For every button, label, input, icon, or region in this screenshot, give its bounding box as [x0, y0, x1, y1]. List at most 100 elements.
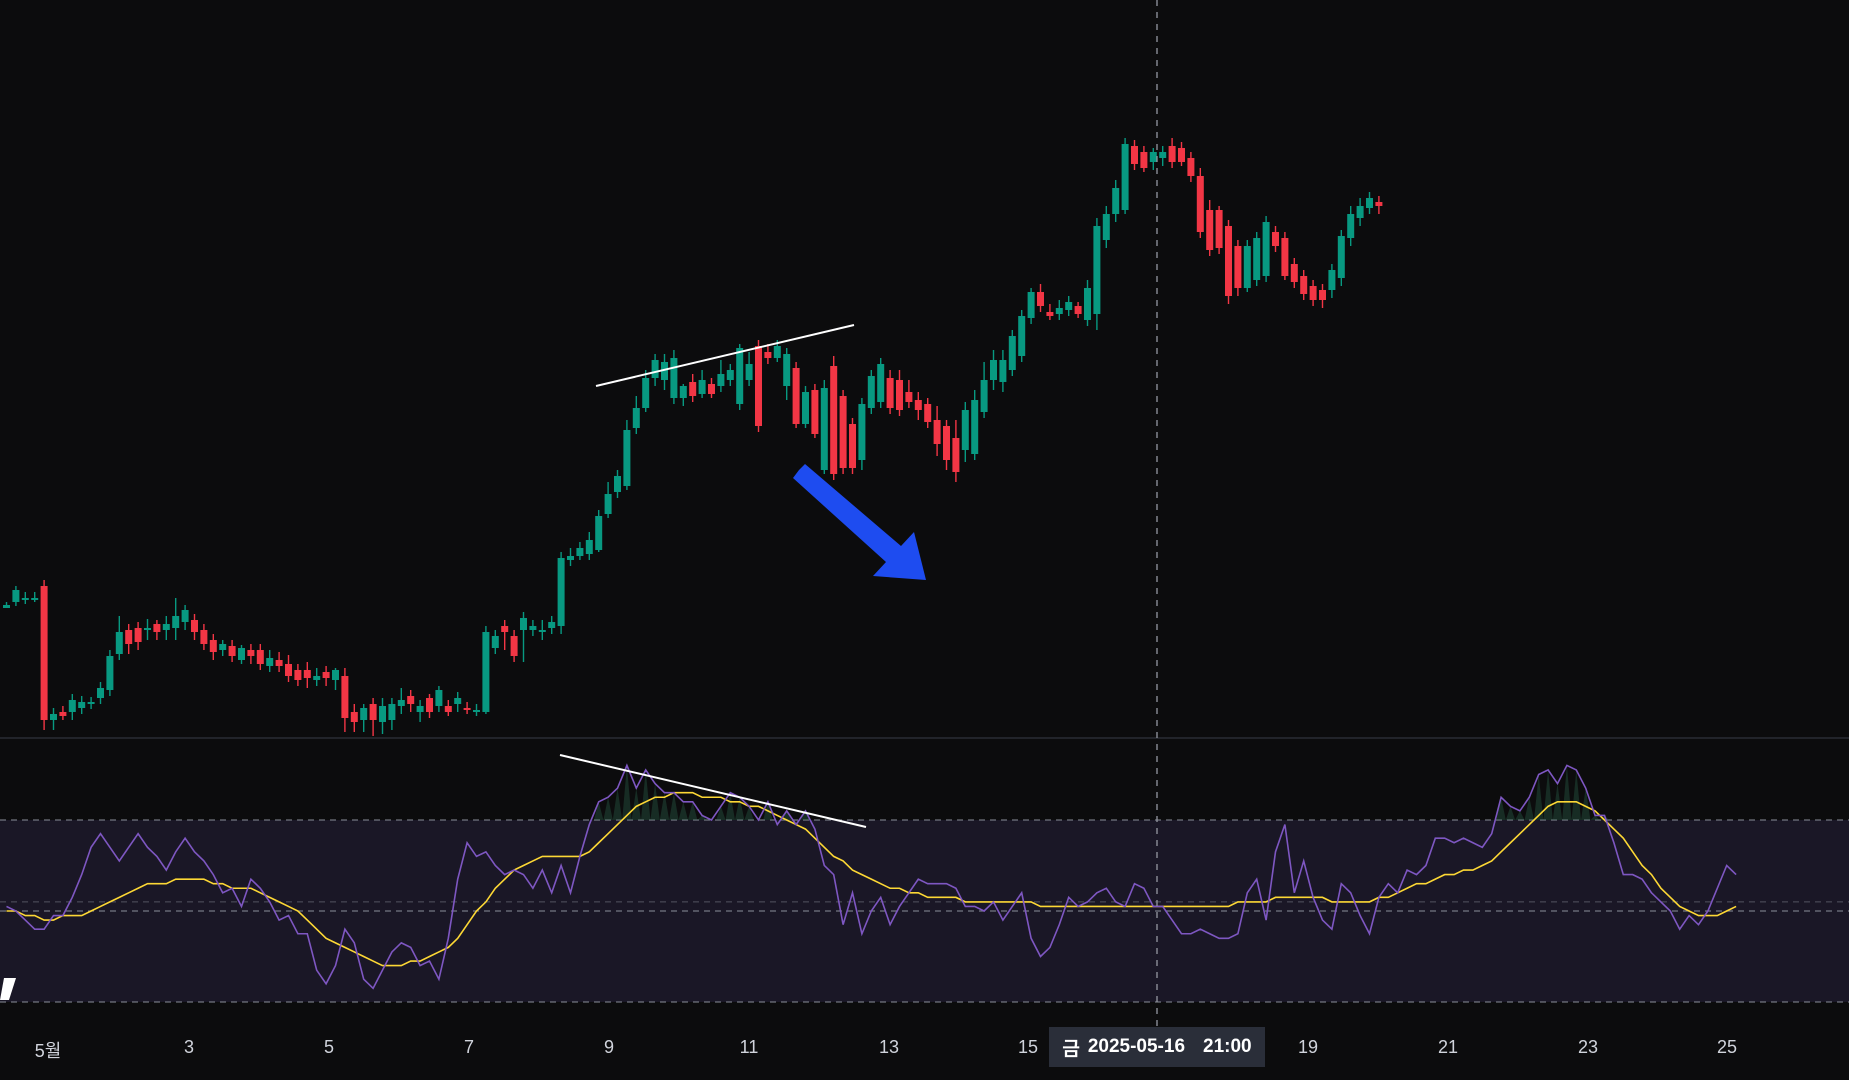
candle-body: [529, 626, 537, 630]
candle-body: [510, 636, 518, 656]
candle: [642, 370, 650, 412]
candle-body: [247, 650, 255, 656]
candle-body: [952, 438, 960, 472]
candle: [379, 698, 386, 734]
candle: [520, 612, 527, 662]
candle-body: [162, 624, 170, 630]
candle-body: [567, 556, 574, 560]
candle-body: [1131, 146, 1138, 164]
candle: [1178, 142, 1185, 166]
candle: [830, 356, 838, 480]
candle-body: [1084, 288, 1091, 320]
candle: [473, 704, 480, 716]
candle-body: [679, 386, 687, 398]
candle-body: [1178, 148, 1185, 162]
candle-body: [698, 380, 706, 394]
candle-body: [228, 646, 236, 656]
candle-body: [595, 516, 603, 550]
candle: [538, 620, 546, 640]
candle: [50, 708, 57, 730]
candle: [369, 698, 377, 736]
candle: [322, 666, 330, 686]
candle-body: [435, 690, 443, 706]
candle-body: [933, 420, 941, 444]
candle-body: [134, 628, 142, 642]
candle: [1084, 280, 1091, 326]
candle: [1225, 220, 1232, 304]
candle: [238, 645, 245, 664]
candle-body: [802, 392, 809, 424]
candle: [510, 630, 518, 662]
candle-body: [755, 346, 762, 426]
candle-body: [1168, 146, 1176, 162]
candle: [78, 696, 86, 714]
candle-body: [1196, 176, 1204, 232]
candle: [1262, 216, 1270, 282]
candle: [1337, 230, 1345, 286]
candle-body: [1093, 226, 1101, 314]
candle: [595, 510, 603, 552]
candle-body: [3, 605, 10, 608]
candle-body: [961, 410, 969, 450]
candle-body: [990, 360, 997, 380]
down-arrow-icon: [793, 464, 926, 580]
crosshair-time: 21:00: [1203, 1036, 1252, 1057]
tradingview-logo-icon[interactable]: [0, 976, 16, 1002]
candle: [1234, 240, 1242, 296]
candle: [247, 644, 255, 664]
candle: [1319, 284, 1326, 308]
x-tick-25: 25: [1716, 1037, 1738, 1057]
candle: [1356, 198, 1364, 226]
candle: [463, 702, 471, 714]
x-tick-15: 15: [1017, 1037, 1039, 1057]
candle: [896, 370, 903, 416]
candle: [604, 482, 612, 518]
candle-body: [1112, 188, 1120, 214]
candle: [1253, 232, 1261, 286]
candle-body: [1290, 264, 1298, 282]
candle: [1131, 140, 1138, 170]
candle-body: [585, 540, 593, 554]
candle: [1272, 226, 1279, 252]
candle-body: [153, 624, 161, 632]
candle: [1243, 240, 1251, 292]
candle-body: [670, 358, 678, 398]
candle: [689, 374, 697, 402]
candle-body: [473, 710, 480, 712]
candle-body: [125, 630, 133, 644]
candle-body: [256, 650, 264, 664]
candle: [1027, 288, 1035, 324]
candle: [726, 364, 734, 386]
candle-body: [783, 354, 791, 386]
candle-body: [726, 370, 734, 380]
candle-body: [1215, 210, 1223, 248]
candle: [858, 398, 866, 470]
candle-body: [614, 476, 621, 492]
candle-body: [849, 424, 856, 468]
candle-body: [1140, 152, 1148, 168]
x-tick-7: 7: [463, 1037, 475, 1057]
candle-body: [144, 628, 151, 630]
candle-body: [632, 408, 640, 428]
candle-body: [1366, 198, 1373, 208]
x-tick-9: 9: [603, 1037, 615, 1057]
candle: [341, 668, 349, 732]
candle: [181, 605, 189, 630]
candle: [219, 640, 227, 656]
candle: [416, 700, 424, 722]
candle: [802, 386, 809, 428]
candle-body: [501, 626, 509, 632]
candle-body: [792, 368, 800, 424]
candle: [172, 598, 180, 640]
candle: [736, 344, 744, 410]
candle: [1206, 200, 1214, 256]
candle: [990, 350, 997, 390]
candle-body: [87, 702, 95, 704]
x-tick-3: 3: [183, 1037, 195, 1057]
candle: [943, 420, 950, 470]
candle-body: [1337, 236, 1345, 278]
candle: [294, 664, 302, 686]
candle: [444, 700, 452, 716]
candle-body: [294, 670, 302, 680]
